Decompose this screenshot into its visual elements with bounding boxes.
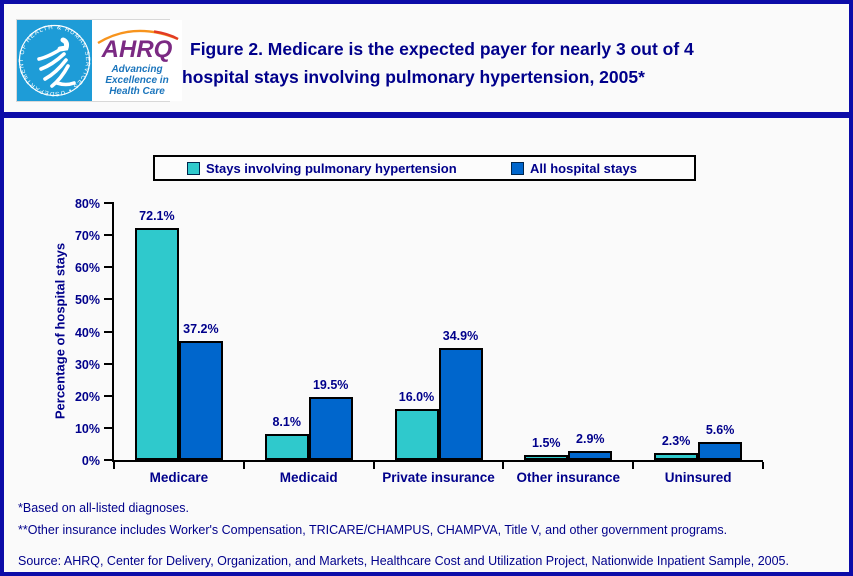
- y-axis-tick-label: 20%: [74, 389, 100, 404]
- bar-value-label: 34.9%: [442, 328, 479, 343]
- y-axis-tick: [104, 330, 114, 333]
- hhs-seal-icon: DEPARTMENT OF HEALTH & HUMAN SERVICES • …: [17, 23, 91, 97]
- y-axis-tick-label: 70%: [74, 229, 100, 244]
- ahrq-tagline: Advancing Excellence in Health Care: [105, 64, 168, 97]
- bar-pulmonary-medicare: [134, 228, 179, 460]
- bar-pulmonary-private-insurance: [394, 408, 439, 460]
- y-axis-tick-label: 30%: [74, 357, 100, 372]
- tagline-line: Advancing: [111, 63, 163, 75]
- bar-value-label: 1.5%: [532, 436, 561, 451]
- y-axis-tick: [104, 426, 114, 429]
- figure-title-line1: Figure 2. Medicare is the expected payer…: [190, 39, 694, 59]
- x-axis-category-label: Uninsured: [664, 470, 732, 485]
- y-axis-tick-label: 60%: [74, 261, 100, 276]
- legend-entry-all-stays: All hospital stays: [511, 157, 637, 179]
- y-axis-tick: [104, 234, 114, 237]
- y-axis-tick: [104, 394, 114, 397]
- chart-legend: Stays involving pulmonary hypertension A…: [153, 155, 696, 181]
- bar-value-label: 2.9%: [576, 431, 605, 446]
- y-axis-tick: [104, 266, 114, 269]
- bar-value-label: 72.1%: [139, 209, 175, 224]
- legend-label-all-stays: All hospital stays: [530, 160, 637, 176]
- x-axis-category-label: Private insurance: [382, 470, 495, 485]
- y-axis-tick-label: 40%: [74, 325, 100, 340]
- bar-pulmonary-other-insurance: [524, 455, 569, 460]
- x-axis-tick: [632, 462, 635, 469]
- hhs-eagle-icon: [37, 37, 76, 88]
- header-divider: [4, 112, 849, 118]
- x-axis-tick: [113, 462, 115, 469]
- ahrq-hhs-logo: DEPARTMENT OF HEALTH & HUMAN SERVICES • …: [16, 19, 182, 102]
- bar-chart-plot-area: 0% 10% 20% 30% 40% 50% 60% 70% 80% 72.1% 37.2% Medi…: [75, 197, 764, 485]
- bar-all-uninsured: [698, 442, 743, 460]
- bar-pulmonary-medicaid: [264, 433, 309, 460]
- ahrq-wordmark: AHRQ: [101, 35, 173, 63]
- footnote-diagnoses: *Based on all-listed diagnoses.: [18, 501, 189, 515]
- x-axis-tick: [502, 462, 505, 469]
- legend-swatch-teal: [187, 161, 200, 175]
- tagline-line: Health Care: [109, 85, 165, 97]
- x-axis-category-label: Medicaid: [279, 470, 338, 485]
- y-axis-tick-label: 80%: [74, 197, 100, 211]
- x-axis-category-label: Other insurance: [516, 470, 621, 485]
- bar-value-label: 8.1%: [272, 414, 301, 429]
- legend-entry-pulmonary: Stays involving pulmonary hypertension: [187, 157, 457, 179]
- x-axis-tick: [762, 462, 764, 469]
- figure-title-line2: hospital stays involving pulmonary hyper…: [182, 67, 645, 87]
- legend-swatch-blue: [511, 161, 524, 175]
- y-axis-tick: [104, 459, 114, 461]
- bar-all-medicare: [178, 340, 223, 460]
- ahrq-arc-icon: [97, 29, 179, 44]
- y-axis-tick: [104, 202, 114, 204]
- bar-all-private-insurance: [438, 347, 483, 460]
- tagline-line: Excellence in: [105, 74, 169, 86]
- x-axis-tick: [372, 462, 375, 469]
- ahrq-logo-panel: AHRQ Advancing Excellence in Health Care: [92, 20, 182, 101]
- hhs-seal-panel: DEPARTMENT OF HEALTH & HUMAN SERVICES • …: [17, 20, 92, 101]
- bar-all-other-insurance: [568, 450, 613, 460]
- footnote-other-insurance: **Other insurance includes Worker's Comp…: [18, 523, 728, 537]
- bar-value-label: 37.2%: [183, 321, 219, 336]
- bar-value-label: 2.3%: [661, 433, 691, 448]
- bar-value-label: 19.5%: [312, 378, 349, 393]
- y-axis-tick-label: 10%: [74, 421, 100, 436]
- bar-pulmonary-uninsured: [654, 452, 699, 460]
- bar-all-medicaid: [308, 397, 353, 460]
- source-line: Source: AHRQ, Center for Delivery, Organ…: [18, 554, 789, 568]
- figure-title: Figure 2. Medicare is the expected payer…: [182, 35, 849, 91]
- x-axis-category-label: Medicare: [149, 470, 209, 485]
- x-axis-tick: [242, 462, 245, 469]
- bar-value-label: 5.6%: [705, 423, 735, 438]
- y-axis-tick-label: 0%: [81, 454, 100, 468]
- y-axis-tick: [104, 298, 114, 301]
- y-axis-tick-label: 50%: [74, 293, 100, 308]
- legend-label-pulmonary: Stays involving pulmonary hypertension: [206, 160, 457, 176]
- y-axis-tick: [104, 362, 114, 365]
- bar-value-label: 16.0%: [398, 389, 435, 404]
